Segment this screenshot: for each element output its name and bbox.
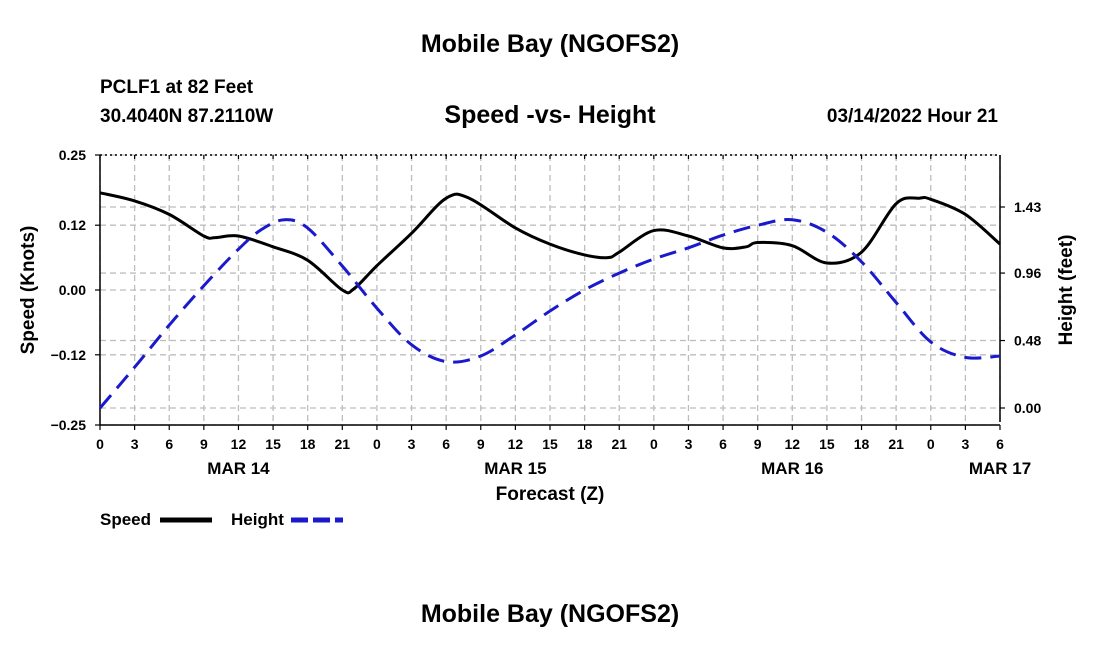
x-tick-label: 9	[477, 436, 485, 452]
x-tick-label: 12	[785, 436, 801, 452]
y-tick-label: 0.25	[59, 147, 86, 163]
x-tick-label: 12	[508, 436, 524, 452]
x-tick-label: 6	[442, 436, 450, 452]
y-tick-label: −0.12	[51, 347, 87, 363]
x-tick-label: 0	[96, 436, 104, 452]
x-tick-label: 9	[200, 436, 208, 452]
series-line-height	[98, 217, 1001, 409]
x-tick-label: 15	[542, 436, 558, 452]
date-label: MAR 16	[761, 459, 823, 478]
date-label: MAR 14	[207, 459, 270, 478]
x-tick-label: 21	[335, 436, 351, 452]
y-tick-label: −0.25	[51, 417, 87, 433]
x-tick-label: 6	[996, 436, 1004, 452]
x-tick-label: 18	[854, 436, 870, 452]
datetime-label: 03/14/2022 Hour 21	[826, 106, 998, 127]
y-tick-label: 0.12	[59, 217, 86, 233]
date-label: MAR 15	[484, 459, 546, 478]
x-tick-label: 18	[577, 436, 593, 452]
x-tick-label: 18	[300, 436, 316, 452]
x-tick-label: 3	[685, 436, 693, 452]
x-tick-label: 3	[131, 436, 139, 452]
x-tick-label: 21	[611, 436, 627, 452]
footer-title: Mobile Bay (NGOFS2)	[420, 600, 680, 628]
chart-title: Mobile Bay (NGOFS2)	[420, 30, 680, 58]
x-axis-title: Forecast (Z)	[496, 484, 605, 505]
x-tick-label: 21	[888, 436, 904, 452]
date-label: MAR 17	[969, 459, 1031, 478]
x-tick-label: 0	[373, 436, 381, 452]
x-tick-label: 15	[265, 436, 281, 452]
x-tick-label: 0	[927, 436, 935, 452]
coordinates-label: 30.4040N 87.2110W	[100, 106, 274, 127]
x-tick-label: 12	[231, 436, 247, 452]
x-tick-label: 9	[754, 436, 762, 452]
legend-label-speed: Speed	[100, 510, 151, 529]
y2-tick-label: 0.48	[1014, 333, 1041, 349]
series-line-speed	[99, 191, 1001, 295]
y2-tick-label: 0.96	[1014, 265, 1041, 281]
x-tick-label: 6	[719, 436, 727, 452]
x-tick-label: 15	[819, 436, 835, 452]
y2-tick-label: 1.43	[1014, 199, 1041, 215]
y2-tick-label: 0.00	[1014, 400, 1041, 416]
y-tick-label: 0.00	[59, 282, 86, 298]
y2-axis-title: Height (feet)	[1056, 235, 1077, 346]
x-tick-label: 3	[961, 436, 969, 452]
station-label: PCLF1 at 82 Feet	[100, 77, 254, 98]
legend-label-height: Height	[231, 510, 284, 529]
y-axis-title: Speed (Knots)	[18, 226, 39, 355]
x-tick-label: 3	[408, 436, 416, 452]
x-tick-label: 0	[650, 436, 658, 452]
chart-subtitle: Speed -vs- Height	[444, 101, 656, 129]
x-tick-label: 6	[165, 436, 173, 452]
